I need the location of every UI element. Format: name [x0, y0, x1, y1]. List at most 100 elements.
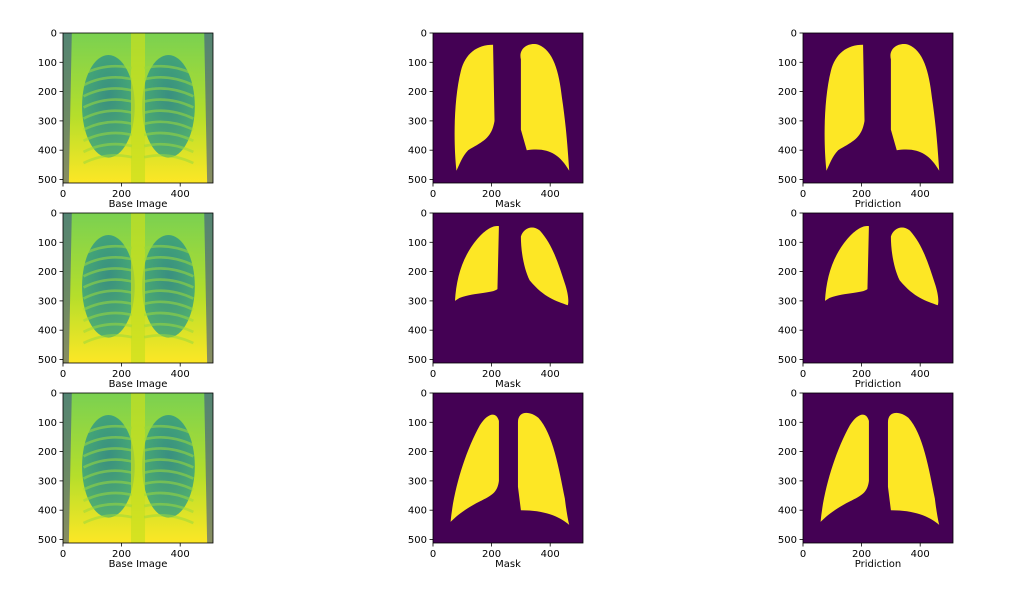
y-tick-label: 500 — [38, 535, 57, 546]
x-tick-label: 400 — [541, 369, 560, 380]
panel-xlabel: Mask — [495, 379, 521, 390]
x-tick-label: 400 — [541, 549, 560, 560]
x-tick-label: 0 — [430, 369, 436, 380]
x-tick-label: 200 — [482, 549, 501, 560]
y-tick-label: 100 — [408, 238, 427, 249]
y-tick-label: 100 — [408, 418, 427, 429]
x-tick-label: 0 — [60, 549, 66, 560]
left-lung-region — [890, 43, 940, 171]
y-tick-label: 400 — [408, 326, 427, 337]
y-tick-label: 100 — [778, 238, 797, 249]
panel-xlabel: Base Image — [109, 199, 168, 210]
y-tick-label: 300 — [778, 116, 797, 127]
y-tick-label: 200 — [38, 87, 57, 98]
y-tick-label: 500 — [778, 355, 797, 366]
y-tick-label: 200 — [38, 447, 57, 458]
panel-xlabel: Base Image — [109, 379, 168, 390]
y-tick-label: 300 — [38, 296, 57, 307]
y-tick-label: 200 — [778, 267, 797, 278]
left-lung-region — [520, 43, 570, 171]
y-tick-label: 500 — [778, 175, 797, 186]
left-lung-region — [517, 412, 570, 525]
x-tick-label: 200 — [852, 369, 871, 380]
x-tick-label: 400 — [911, 549, 930, 560]
y-tick-label: 100 — [778, 58, 797, 69]
y-tick-label: 400 — [778, 326, 797, 337]
x-tick-label: 0 — [430, 189, 436, 200]
y-tick-label: 400 — [778, 146, 797, 157]
x-tick-label: 0 — [800, 369, 806, 380]
y-tick-label: 400 — [408, 146, 427, 157]
y-tick-label: 100 — [38, 58, 57, 69]
x-tick-label: 0 — [430, 549, 436, 560]
y-tick-label: 200 — [778, 87, 797, 98]
y-tick-label: 0 — [421, 389, 427, 400]
x-tick-label: 400 — [541, 189, 560, 200]
y-tick-label: 100 — [778, 418, 797, 429]
y-tick-label: 0 — [51, 29, 57, 40]
y-tick-label: 200 — [408, 87, 427, 98]
y-tick-label: 200 — [38, 267, 57, 278]
y-tick-label: 500 — [38, 355, 57, 366]
y-tick-label: 500 — [408, 355, 427, 366]
y-tick-label: 200 — [408, 267, 427, 278]
y-tick-label: 300 — [778, 296, 797, 307]
y-tick-label: 0 — [51, 389, 57, 400]
y-tick-label: 300 — [38, 116, 57, 127]
y-tick-label: 0 — [791, 209, 797, 220]
y-tick-label: 200 — [778, 447, 797, 458]
y-tick-label: 500 — [778, 535, 797, 546]
x-tick-label: 200 — [852, 549, 871, 560]
y-tick-label: 500 — [38, 175, 57, 186]
y-tick-label: 400 — [38, 146, 57, 157]
x-tick-label: 200 — [112, 189, 131, 200]
x-tick-label: 400 — [171, 369, 190, 380]
right-lung-region — [824, 44, 865, 171]
panel-xlabel: Pridiction — [855, 379, 902, 390]
y-tick-label: 100 — [38, 238, 57, 249]
right-lung-region — [450, 414, 499, 522]
x-tick-label: 200 — [482, 189, 501, 200]
y-tick-label: 300 — [408, 296, 427, 307]
y-tick-label: 400 — [778, 506, 797, 517]
y-tick-label: 0 — [421, 29, 427, 40]
x-tick-label: 200 — [482, 369, 501, 380]
y-tick-label: 100 — [38, 418, 57, 429]
x-tick-label: 400 — [171, 549, 190, 560]
right-lung-region — [824, 225, 869, 301]
y-tick-label: 400 — [38, 326, 57, 337]
right-lung-region — [454, 44, 495, 171]
left-lung-region — [887, 412, 940, 525]
x-tick-label: 0 — [800, 189, 806, 200]
left-lung-region — [890, 227, 939, 306]
x-tick-label: 400 — [911, 189, 930, 200]
x-tick-label: 400 — [171, 189, 190, 200]
panel-xlabel: Pridiction — [855, 559, 902, 570]
y-tick-label: 0 — [421, 209, 427, 220]
y-tick-label: 0 — [51, 209, 57, 220]
y-tick-label: 300 — [38, 476, 57, 487]
x-tick-label: 200 — [112, 369, 131, 380]
panel-xlabel: Base Image — [109, 559, 168, 570]
left-lung-region — [520, 227, 569, 306]
y-tick-label: 500 — [408, 175, 427, 186]
panel-xlabel: Mask — [495, 559, 521, 570]
y-tick-label: 0 — [791, 29, 797, 40]
y-tick-label: 200 — [408, 447, 427, 458]
y-tick-label: 300 — [408, 476, 427, 487]
y-tick-label: 0 — [791, 389, 797, 400]
x-tick-label: 200 — [852, 189, 871, 200]
y-tick-label: 500 — [408, 535, 427, 546]
y-tick-label: 300 — [408, 116, 427, 127]
x-tick-label: 400 — [911, 369, 930, 380]
panel-xlabel: Mask — [495, 199, 521, 210]
